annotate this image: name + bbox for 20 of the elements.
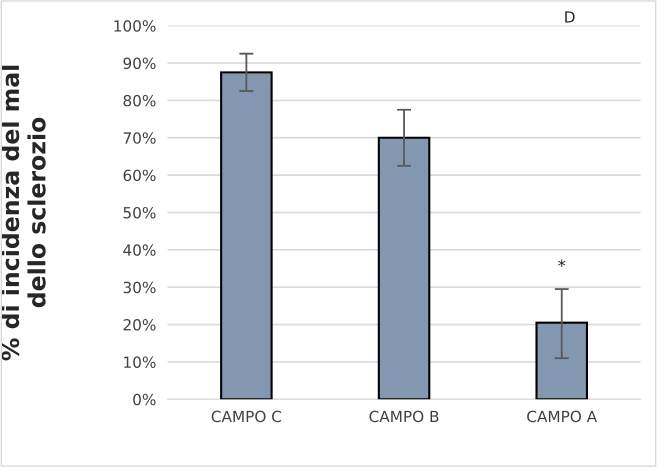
y-tick-label: 100% bbox=[114, 20, 156, 32]
x-tick-label: CAMPO C bbox=[212, 410, 282, 422]
y-tick-label: 30% bbox=[124, 282, 156, 294]
y-tick-label: 0% bbox=[133, 394, 156, 406]
bar bbox=[535, 322, 588, 400]
y-tick-label: 50% bbox=[124, 206, 156, 219]
text: D bbox=[565, 11, 575, 23]
bar bbox=[220, 71, 273, 400]
y-tick-label: 80% bbox=[124, 94, 156, 106]
bar bbox=[378, 136, 430, 400]
y-tick-label: 90% bbox=[123, 58, 156, 70]
y-tick-label: 40% bbox=[123, 244, 156, 256]
x-tick-label: CAMPO B bbox=[369, 410, 438, 422]
y-tick-label: 10% bbox=[124, 356, 156, 368]
y-tick-label: 70% bbox=[124, 132, 156, 144]
y-axis-title: % di incidenza del mal dello sclerozio bbox=[0, 66, 46, 361]
x-tick-label: CAMPO A bbox=[527, 410, 598, 422]
y-tick-label: 20% bbox=[124, 319, 156, 331]
y-tick-label: 60% bbox=[124, 170, 156, 182]
annotation: * bbox=[558, 259, 566, 267]
